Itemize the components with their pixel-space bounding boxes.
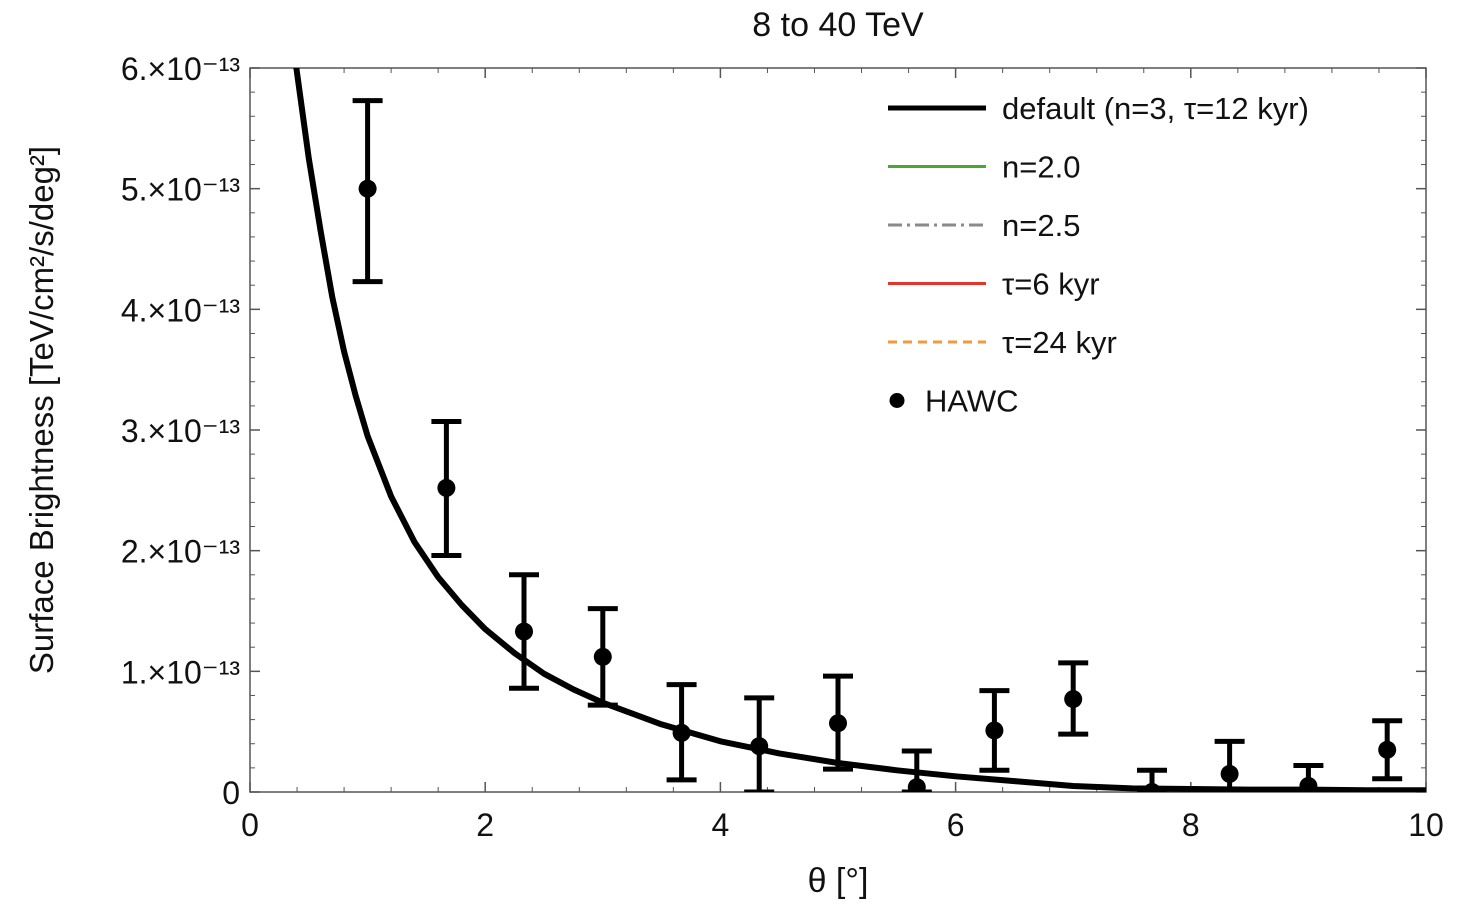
x-tick-label: 2 [476,807,494,843]
legend-label: τ=24 kyr [1002,325,1117,360]
x-axis-label: θ [°] [807,862,869,900]
legend-label: n=2.5 [1002,208,1080,243]
x-tick-label: 0 [241,807,259,843]
hawc-point [437,478,456,497]
hawc-point [1220,764,1239,783]
legend-label: τ=6 kyr [1002,267,1100,302]
hawc-point [1378,740,1397,759]
default-model-curve [293,68,1426,792]
hawc-point [672,723,691,742]
y-tick-label: 3.×10⁻¹³ [121,413,241,449]
hawc-point [1064,690,1083,709]
hawc-point [1142,783,1161,792]
x-tick-label: 4 [712,807,730,843]
legend-label: default (n=3, τ=12 kyr) [1002,91,1309,126]
hawc-point [358,179,377,198]
y-tick-label: 5.×10⁻¹³ [121,172,241,208]
hawc-point [515,622,534,641]
y-tick-label: 6.×10⁻¹³ [121,51,241,87]
hawc-point [1299,776,1318,792]
legend-label: n=2.0 [1002,150,1080,185]
hawc-point [829,714,847,733]
x-tick-label: 6 [947,807,965,843]
x-tick-label: 10 [1408,807,1444,843]
y-tick-label: 2.×10⁻¹³ [121,534,241,570]
legend-marker [889,393,905,408]
x-tick-label: 8 [1182,807,1200,843]
hawc-point [907,778,926,792]
y-axis-label: Surface Brightness [TeV/cm²/s/deg²] [23,145,60,675]
hawc-point [985,721,1004,740]
hawc-points [352,98,1403,792]
y-tick-label: 1.×10⁻¹³ [121,654,241,690]
hawc-point [750,737,769,756]
legend-label: HAWC [925,384,1019,419]
y-tick-label: 0 [222,775,240,811]
legend: default (n=3, τ=12 kyr) n=2.0 n=2.5 τ=6 kyr… [888,91,1309,419]
chart-title: 8 to 40 TeV [752,6,924,44]
hawc-point [593,647,612,666]
y-tick-label: 4.×10⁻¹³ [121,292,241,328]
